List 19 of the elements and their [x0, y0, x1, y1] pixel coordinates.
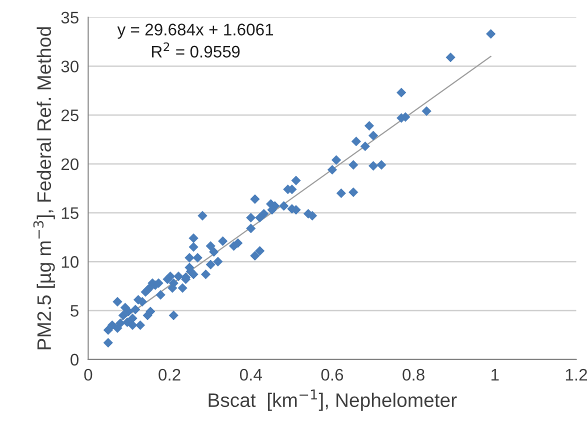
- x-axis-title: Bscat [km$^{−1}$], Nephelometer: [208, 390, 457, 411]
- y-axis-title: PM2.5 [µg m$^{−3}$], Federal Ref. Method: [33, 27, 55, 350]
- x-tick-label: 0.4: [240, 368, 262, 381]
- x-tick-label: 1.2: [566, 368, 587, 380]
- y-tick-label: 35: [61, 12, 78, 24]
- y-tick-label: 10: [62, 256, 79, 268]
- y-tick-label: 0: [70, 354, 79, 366]
- annotation: R$^{2}$ = 0.9559: [152, 42, 240, 58]
- y-tick-label: 25: [61, 109, 78, 122]
- x-tick-label: 0.8: [402, 368, 424, 381]
- x-tick-label: 0: [84, 368, 92, 381]
- y-tick-label: 15: [62, 207, 78, 219]
- x-tick-label: 0.2: [158, 368, 180, 381]
- x-tick-label: 0.6: [321, 368, 344, 381]
- y-tick-label: 30: [61, 60, 79, 72]
- annotation: y = 29.684x + 1.6061: [117, 24, 274, 39]
- y-tick-label: 20: [61, 158, 79, 170]
- y-tick-label: 5: [70, 305, 78, 317]
- x-tick-label: 1: [492, 369, 499, 380]
